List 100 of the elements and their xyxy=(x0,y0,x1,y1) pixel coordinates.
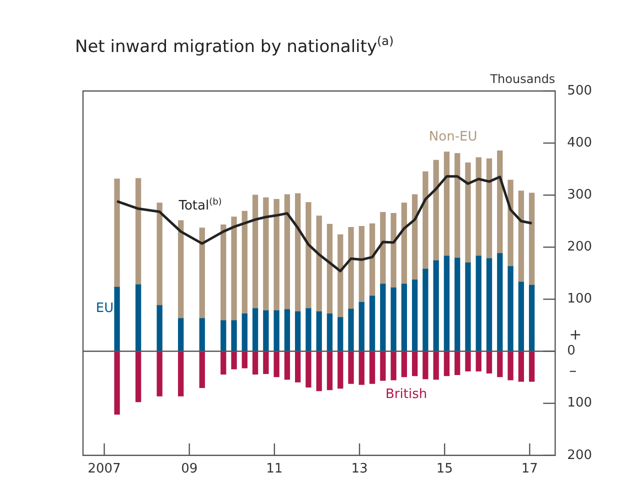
bar xyxy=(380,212,386,284)
bar xyxy=(284,350,290,380)
y-tick-label: 100 xyxy=(567,292,592,307)
bar xyxy=(508,266,514,352)
bar xyxy=(306,350,312,388)
bar xyxy=(284,309,290,352)
bar xyxy=(476,350,482,372)
y-tick-label: 200 xyxy=(567,240,592,255)
x-tick-label: 09 xyxy=(181,462,198,477)
bar xyxy=(497,253,503,352)
bar xyxy=(518,350,524,382)
bar xyxy=(156,350,162,396)
bar xyxy=(412,350,418,376)
bar xyxy=(326,313,333,352)
x-tick-label: 11 xyxy=(266,462,283,477)
bar xyxy=(326,224,333,314)
bar xyxy=(178,350,184,396)
bar xyxy=(465,262,471,352)
bar xyxy=(369,223,376,296)
bar xyxy=(178,220,184,319)
bar xyxy=(528,350,535,382)
bar xyxy=(220,320,226,352)
bar xyxy=(326,350,333,390)
bar xyxy=(518,282,524,352)
x-tick-label: 17 xyxy=(521,462,538,477)
bar xyxy=(156,305,162,352)
bar xyxy=(358,226,364,303)
bar xyxy=(231,320,237,352)
bar xyxy=(433,350,439,380)
bar xyxy=(476,157,482,256)
bar xyxy=(252,194,258,309)
text: – xyxy=(569,361,577,380)
bar xyxy=(114,286,120,352)
bar xyxy=(380,284,386,352)
bar xyxy=(338,317,344,352)
bar xyxy=(348,227,354,310)
bar xyxy=(348,350,354,384)
y-axis-title: Thousands xyxy=(489,72,556,86)
bar xyxy=(422,350,428,380)
bar xyxy=(199,350,205,388)
bar xyxy=(348,308,354,352)
bar xyxy=(497,150,503,254)
series-label: British xyxy=(386,386,428,402)
x-tick-label: 15 xyxy=(436,462,453,477)
bar xyxy=(252,350,258,375)
bar xyxy=(338,234,344,318)
bar xyxy=(294,350,301,382)
bar xyxy=(294,311,301,352)
bar xyxy=(114,350,120,415)
y-tick-label: 100 xyxy=(567,396,592,411)
bar xyxy=(242,313,248,352)
bar xyxy=(422,268,428,352)
bar xyxy=(135,350,142,402)
bar xyxy=(199,318,205,352)
x-tick-label: 2007 xyxy=(88,462,121,477)
bar xyxy=(476,256,482,352)
bar xyxy=(369,350,376,384)
bar xyxy=(358,350,364,385)
bar xyxy=(454,350,460,376)
bar xyxy=(486,158,492,259)
bar xyxy=(508,350,514,380)
bar xyxy=(306,308,312,352)
y-tick-label: 300 xyxy=(567,187,592,202)
bar xyxy=(390,213,396,288)
bar xyxy=(401,350,407,378)
y-tick-label: 500 xyxy=(567,83,592,98)
bar xyxy=(444,350,450,376)
bar xyxy=(390,287,396,352)
y-tick-label: 0 xyxy=(567,344,576,359)
bar xyxy=(358,302,364,352)
bar xyxy=(220,224,226,321)
bar xyxy=(486,258,492,352)
bar xyxy=(486,350,492,374)
bar xyxy=(316,311,322,352)
bar xyxy=(465,162,471,264)
series-label: EU xyxy=(96,301,114,316)
bar xyxy=(220,350,226,375)
bar xyxy=(528,192,535,286)
bar xyxy=(274,350,280,378)
bar xyxy=(401,284,407,352)
bar xyxy=(114,178,120,288)
bar xyxy=(401,202,407,284)
bar xyxy=(263,310,269,352)
bar xyxy=(242,210,248,314)
bar xyxy=(294,193,301,312)
bar xyxy=(380,350,386,381)
bar xyxy=(433,260,439,352)
bar xyxy=(433,160,439,262)
bar xyxy=(274,198,280,312)
bar xyxy=(135,178,142,285)
series-label: Non-EU xyxy=(428,129,478,144)
text: + xyxy=(569,325,582,344)
bar xyxy=(465,350,471,372)
bar xyxy=(231,216,237,321)
bar xyxy=(199,228,205,319)
bar xyxy=(316,216,322,312)
bar xyxy=(412,194,418,280)
bar xyxy=(316,350,322,392)
y-tick-label: 400 xyxy=(567,135,592,150)
bar xyxy=(454,258,460,352)
